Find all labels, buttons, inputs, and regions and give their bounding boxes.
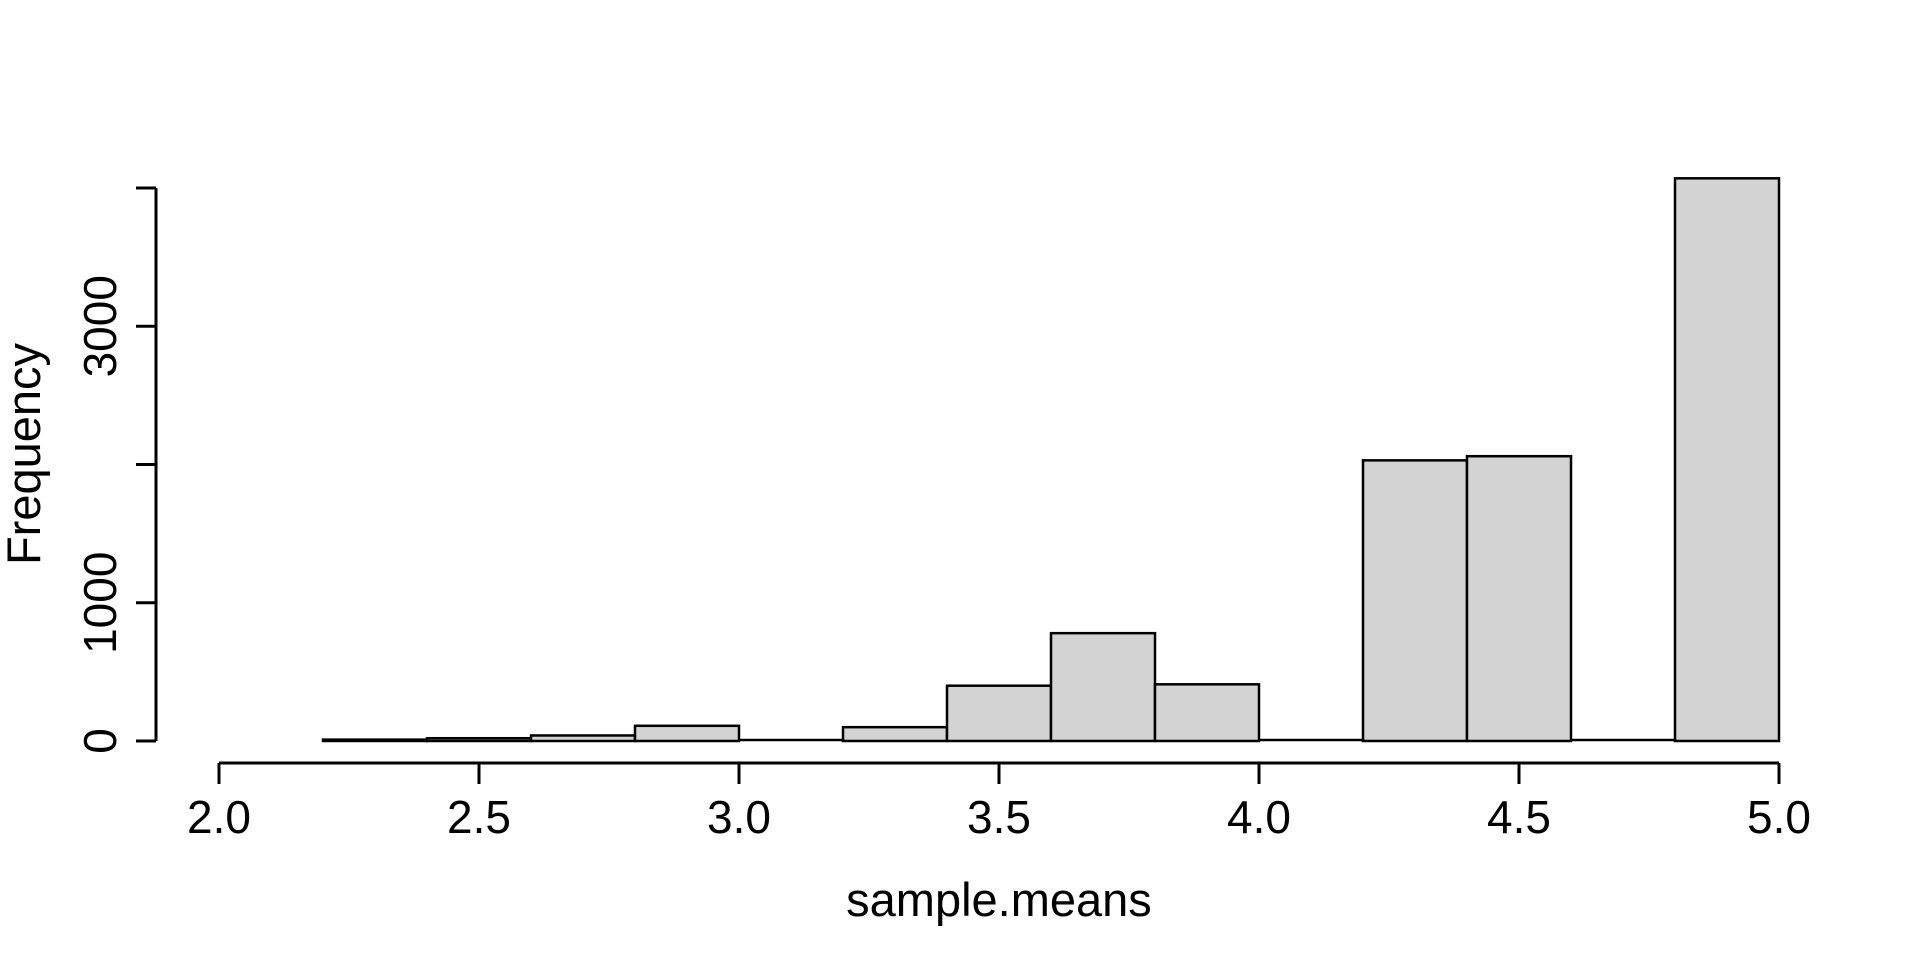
x-tick-label: 3.5 xyxy=(967,791,1031,843)
x-axis-title: sample.means xyxy=(846,873,1152,926)
histogram-bar xyxy=(1673,177,1781,743)
histogram-bar xyxy=(1153,683,1261,743)
x-tick-label: 2.5 xyxy=(447,791,511,843)
histogram-bar xyxy=(1361,459,1469,743)
y-axis: 0 1000 3000 xyxy=(74,186,158,754)
histogram-bar xyxy=(1465,454,1573,743)
y-axis-title: Frequency xyxy=(0,342,50,565)
histogram-bar xyxy=(1049,631,1157,743)
x-tick-label: 2.0 xyxy=(187,791,251,843)
y-tick-label: 0 xyxy=(74,728,126,754)
histogram-bar xyxy=(945,684,1053,743)
histogram-bar xyxy=(321,738,429,743)
histogram-bar xyxy=(841,725,949,743)
x-tick-label: 3.0 xyxy=(707,791,771,843)
bars-group xyxy=(321,177,1781,743)
x-axis: 2.0 2.5 3.0 3.5 4.0 4.5 5.0 xyxy=(187,761,1811,843)
x-tick-label: 4.0 xyxy=(1227,791,1291,843)
x-tick-label: 5.0 xyxy=(1747,791,1811,843)
histogram-bar xyxy=(425,736,533,743)
x-tick-label: 4.5 xyxy=(1487,791,1551,843)
y-tick-label: 1000 xyxy=(74,552,126,654)
histogram-bar xyxy=(529,734,637,743)
histogram-bar xyxy=(633,724,741,743)
y-tick-label: 3000 xyxy=(74,275,126,377)
